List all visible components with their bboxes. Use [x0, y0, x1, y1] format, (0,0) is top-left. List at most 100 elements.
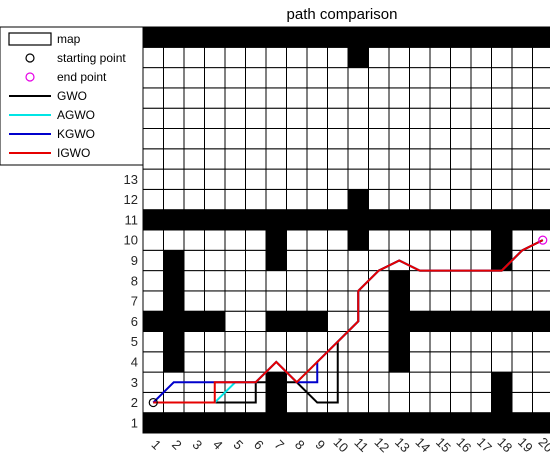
free-cell	[347, 67, 369, 89]
obstacle-cell	[491, 229, 513, 251]
x-tick-label: 9	[313, 437, 329, 453]
free-cell	[347, 391, 369, 414]
obstacle-cell	[286, 209, 308, 231]
free-cell	[204, 331, 226, 353]
obstacle-cell	[142, 310, 164, 333]
free-cell	[470, 351, 492, 373]
free-cell	[327, 290, 349, 312]
free-cell	[245, 270, 267, 292]
free-cell	[142, 188, 164, 211]
free-cell	[183, 46, 205, 69]
free-cell	[204, 249, 226, 272]
free-cell	[450, 351, 472, 373]
free-cell	[491, 148, 513, 170]
legend-label: AGWO	[57, 108, 95, 122]
free-cell	[388, 46, 410, 69]
obstacle-cell	[163, 412, 185, 434]
obstacle-cell	[265, 229, 287, 251]
free-cell	[265, 107, 287, 129]
free-cell	[183, 331, 205, 353]
free-cell	[511, 168, 533, 190]
free-cell	[327, 168, 349, 190]
free-cell	[286, 331, 308, 353]
free-cell	[429, 46, 451, 69]
free-cell	[450, 391, 472, 414]
legend-label: IGWO	[57, 146, 90, 160]
y-tick-label: 5	[131, 334, 138, 349]
free-cell	[409, 148, 431, 170]
obstacle-cell	[286, 310, 308, 333]
free-cell	[327, 229, 349, 251]
free-cell	[491, 290, 513, 312]
free-cell	[450, 188, 472, 211]
free-cell	[142, 249, 164, 272]
legend-label: KGWO	[57, 127, 95, 141]
free-cell	[327, 310, 349, 333]
free-cell	[409, 331, 431, 353]
free-cell	[245, 107, 267, 129]
free-cell	[306, 168, 328, 190]
free-cell	[204, 290, 226, 312]
free-cell	[532, 168, 550, 190]
legend-marker-swatch	[25, 53, 35, 63]
obstacle-cell	[491, 391, 513, 414]
free-cell	[429, 331, 451, 353]
free-cell	[327, 67, 349, 89]
obstacle-cell	[163, 331, 185, 353]
free-cell	[183, 107, 205, 129]
free-cell	[306, 188, 328, 211]
free-cell	[224, 290, 246, 312]
free-cell	[532, 148, 550, 170]
obstacle-cell	[470, 310, 492, 333]
obstacle-cell	[224, 412, 246, 434]
legend-label: GWO	[57, 89, 87, 103]
free-cell	[511, 188, 533, 211]
obstacle-cell	[265, 26, 287, 48]
free-cell	[388, 188, 410, 211]
x-tick-label: 6	[251, 437, 267, 453]
obstacle-cell	[491, 371, 513, 393]
free-cell	[368, 107, 390, 129]
obstacle-cell	[388, 412, 410, 434]
free-cell	[142, 270, 164, 292]
free-cell	[183, 168, 205, 190]
free-cell	[286, 249, 308, 272]
obstacle-cell	[409, 310, 431, 333]
obstacle-cell	[450, 26, 472, 48]
free-cell	[368, 46, 390, 69]
free-cell	[429, 351, 451, 373]
obstacle-cell	[511, 209, 533, 231]
free-cell	[491, 168, 513, 190]
free-cell	[163, 107, 185, 129]
free-cell	[163, 67, 185, 89]
obstacle-cell	[265, 310, 287, 333]
free-cell	[327, 188, 349, 211]
x-tick-label: 3	[190, 437, 206, 453]
free-cell	[306, 229, 328, 251]
free-cell	[450, 128, 472, 150]
obstacle-cell	[224, 209, 246, 231]
free-cell	[450, 46, 472, 69]
free-cell	[347, 270, 369, 292]
free-cell	[245, 229, 267, 251]
free-cell	[368, 168, 390, 190]
free-cell	[532, 67, 550, 89]
free-cell	[532, 46, 550, 69]
obstacle-cell	[163, 310, 185, 333]
free-cell	[368, 371, 390, 393]
free-cell	[450, 270, 472, 292]
free-cell	[429, 168, 451, 190]
free-cell	[368, 310, 390, 333]
obstacle-cell	[306, 209, 328, 231]
free-cell	[224, 351, 246, 373]
obstacle-cell	[429, 209, 451, 231]
obstacle-cell	[327, 412, 349, 434]
obstacle-cell	[429, 310, 451, 333]
obstacle-cell	[470, 209, 492, 231]
obstacle-cell	[347, 26, 369, 48]
free-cell	[183, 87, 205, 109]
free-cell	[183, 290, 205, 312]
obstacle-cell	[204, 310, 226, 333]
free-cell	[347, 87, 369, 109]
